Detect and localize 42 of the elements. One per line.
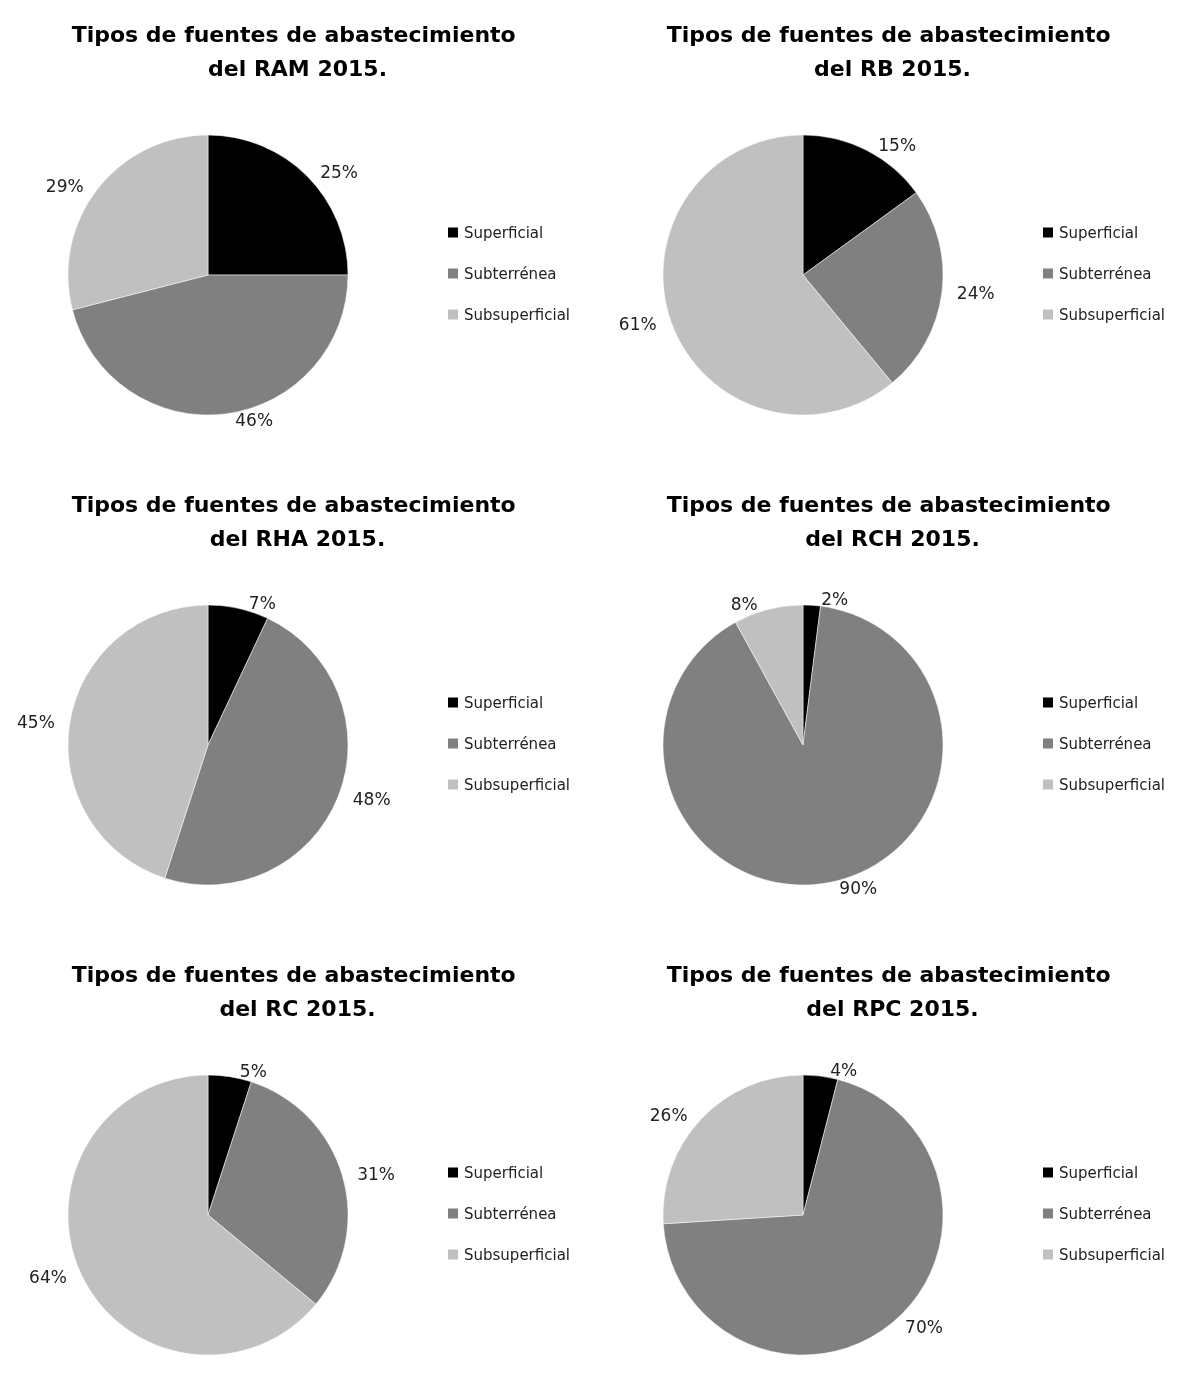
data-label: 46%	[235, 409, 274, 430]
data-label: 31%	[357, 1164, 395, 1185]
legend-label: Subsuperficial	[463, 305, 570, 324]
data-label: 4%	[830, 1060, 858, 1081]
legend-label: Superficial	[1058, 693, 1139, 712]
data-label: 64%	[29, 1267, 67, 1288]
data-label: 70%	[905, 1317, 943, 1338]
legend-label: Subsuperficial	[463, 1245, 570, 1264]
chart-title: Tipos de fuentes de abastecimiento del RC 2015.	[71, 961, 524, 1021]
data-label: 61%	[618, 314, 657, 335]
legend-label: Subterrénea	[463, 1204, 557, 1223]
legend-label: Superficial	[463, 1163, 544, 1182]
legend-label: Superficial	[463, 693, 544, 712]
data-label: 45%	[17, 712, 55, 733]
data-label: 7%	[248, 592, 276, 613]
data-label: 26%	[649, 1105, 688, 1126]
chart-title: Tipos de fuentes de abastecimiento del RPC 2015.	[666, 961, 1119, 1021]
chart-title: Tipos de fuentes de abastecimiento del RHA 2015.	[71, 491, 524, 551]
data-label: 90%	[839, 878, 878, 899]
legend-label: Subterrénea	[463, 734, 557, 753]
legend-label: Subterrénea	[1058, 264, 1152, 283]
legend-label: Subsuperficial	[1058, 1245, 1165, 1264]
data-label: 29%	[45, 175, 84, 196]
legend-label: Subsuperficial	[463, 775, 570, 794]
chart-title: Tipos de fuentes de abastecimiento del RB 2015.	[666, 21, 1119, 81]
legend-label: Superficial	[463, 223, 544, 242]
legend-label: Subsuperficial	[1058, 305, 1165, 324]
chart-title: Tipos de fuentes de abastecimiento del RCH 2015.	[666, 491, 1119, 551]
legend-label: Subsuperficial	[1058, 775, 1165, 794]
legend-label: Subterrénea	[1058, 1204, 1152, 1223]
data-label: 2%	[821, 589, 849, 610]
legend-label: Subterrénea	[463, 264, 557, 283]
data-label: 8%	[730, 593, 758, 614]
legend-label: Superficial	[1058, 223, 1139, 242]
data-label: 24%	[956, 283, 995, 304]
data-label: 25%	[320, 161, 359, 182]
data-label: 48%	[352, 788, 391, 809]
legend-label: Superficial	[1058, 1163, 1139, 1182]
chart-title: Tipos de fuentes de abastecimiento del RAM 2015.	[71, 21, 524, 81]
data-label: 15%	[878, 134, 917, 155]
legend-label: Subterrénea	[1058, 734, 1152, 753]
data-label: 5%	[239, 1060, 267, 1081]
